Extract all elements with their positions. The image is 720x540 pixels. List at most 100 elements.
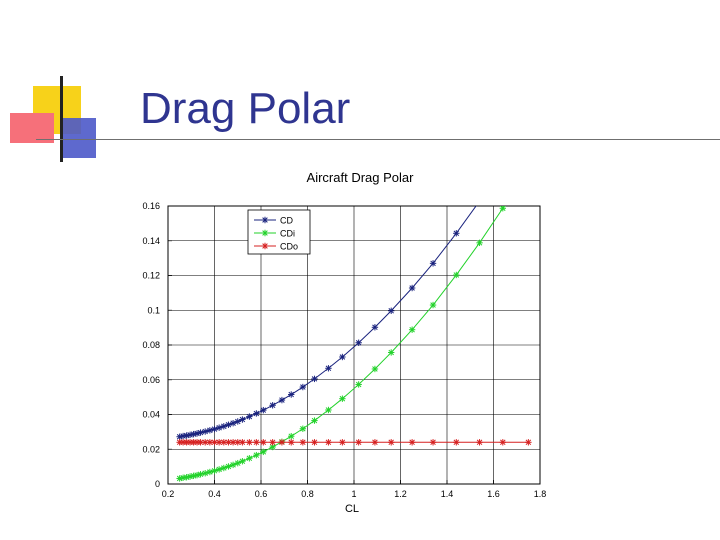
- series-cd: [176, 123, 531, 440]
- data-point-cdi: [197, 471, 204, 478]
- data-point-cd: [253, 410, 260, 417]
- data-point-cdi: [409, 326, 415, 333]
- legend: CD CDi CDo: [247, 209, 311, 255]
- data-point-cdo: [409, 439, 415, 446]
- y-tick-label: 0.1: [147, 305, 160, 315]
- legend-label-cdi: CDi: [280, 229, 295, 239]
- x-tick-label: 1.8: [534, 489, 547, 499]
- data-point-cdo: [500, 439, 506, 446]
- y-tick-label: 0.12: [142, 271, 160, 281]
- data-point-cdo: [269, 439, 276, 446]
- legend-marker-cdi: [262, 230, 268, 236]
- data-point-cdi: [246, 455, 253, 462]
- data-point-cd: [194, 430, 200, 437]
- title-divider: [36, 139, 720, 140]
- data-point-cd: [477, 199, 482, 204]
- data-point-cdo: [453, 439, 460, 446]
- data-point-cdi: [187, 473, 193, 480]
- data-point-cdi: [183, 474, 190, 480]
- series-cdo: [176, 439, 532, 446]
- data-point-cd: [197, 429, 204, 436]
- y-tick-label: 0.04: [142, 410, 160, 420]
- y-tick-label: 0.02: [142, 444, 160, 454]
- data-point-cdi: [526, 165, 531, 170]
- data-point-cdo: [211, 439, 218, 446]
- x-tick-label: 0.4: [208, 489, 221, 499]
- data-point-cdi: [180, 474, 186, 481]
- data-point-cd: [180, 433, 186, 439]
- data-point-cdi: [500, 206, 506, 212]
- data-point-cdi: [339, 395, 346, 402]
- data-point-cdi: [194, 472, 200, 478]
- data-point-cd: [500, 164, 505, 169]
- legend-label-cd: CD: [280, 216, 293, 226]
- data-point-cdo: [234, 439, 241, 446]
- logo-blue-square: [60, 118, 96, 158]
- x-axis-label: CL: [345, 503, 359, 515]
- data-point-cdo: [476, 439, 483, 446]
- data-point-cdo: [216, 439, 222, 446]
- data-point-cdo: [355, 439, 362, 446]
- data-point-cd: [526, 123, 531, 128]
- legend-marker-cd: [262, 217, 268, 223]
- y-tick-label: 0.06: [142, 375, 160, 385]
- data-point-cdi: [453, 272, 460, 278]
- logo-red-square: [10, 113, 54, 143]
- x-tick-label: 0.2: [162, 489, 175, 499]
- data-point-cdo: [300, 439, 306, 446]
- y-tick-label: 0.08: [142, 340, 160, 350]
- data-point-cdo: [207, 439, 213, 446]
- data-point-cd: [311, 376, 318, 382]
- x-tick-label: 1.6: [487, 489, 500, 499]
- data-point-cdo: [221, 439, 227, 446]
- data-point-cd: [190, 431, 197, 437]
- data-point-cdi: [190, 473, 197, 479]
- data-point-cdo: [288, 439, 294, 446]
- y-tick-label: 0.14: [142, 236, 160, 246]
- chart-title: Aircraft Drag Polar: [307, 170, 415, 185]
- x-tick-label: 1: [351, 489, 356, 499]
- data-point-cdo: [260, 439, 267, 446]
- data-point-cd: [239, 416, 246, 423]
- y-tick-label: 0: [155, 479, 160, 489]
- data-point-cdi: [253, 452, 260, 458]
- slide-title: Drag Polar: [140, 84, 351, 133]
- data-point-cdi: [388, 349, 394, 356]
- data-point-cd: [260, 407, 267, 413]
- data-point-cd: [187, 432, 193, 438]
- data-point-cdi: [260, 449, 267, 455]
- data-point-cd: [355, 339, 362, 346]
- data-point-cdi: [269, 444, 276, 450]
- data-point-cdi: [300, 425, 306, 432]
- data-point-cdo: [311, 439, 318, 446]
- legend-box: [247, 209, 311, 255]
- legend-marker-cdo: [262, 243, 268, 249]
- data-point-cd: [372, 324, 378, 331]
- data-point-cd: [300, 384, 306, 390]
- data-point-cdo: [230, 439, 236, 446]
- data-point-cdo: [325, 439, 332, 446]
- data-point-cdi: [325, 407, 332, 413]
- data-point-cdo: [525, 439, 532, 446]
- tick-layer: 0.2 0.4 0.6 0.8 1 1.2 1.4 1.6 1.8 0 0.02 0.04 0.06 0.…: [142, 201, 546, 499]
- logo-vertical-line: [60, 76, 63, 162]
- data-point-cd: [430, 260, 436, 267]
- data-point-cdi: [311, 417, 318, 424]
- data-point-cd: [246, 413, 253, 420]
- data-point-cd: [500, 164, 505, 169]
- data-point-cdo: [339, 439, 346, 446]
- legend-label-cdo: CDo: [280, 242, 298, 252]
- data-point-cd: [388, 308, 394, 314]
- data-point-cd: [477, 199, 482, 204]
- data-point-cdo: [239, 439, 246, 446]
- data-point-cdo: [197, 439, 204, 446]
- data-point-cd: [288, 391, 294, 398]
- data-point-cdo: [388, 439, 394, 446]
- data-point-cdi: [239, 458, 246, 464]
- x-tick-label: 0.8: [301, 489, 314, 499]
- data-point-cdo: [279, 439, 285, 446]
- x-tick-label: 1.2: [394, 489, 407, 499]
- data-point-cdi: [476, 240, 483, 246]
- data-point-cd: [176, 433, 183, 440]
